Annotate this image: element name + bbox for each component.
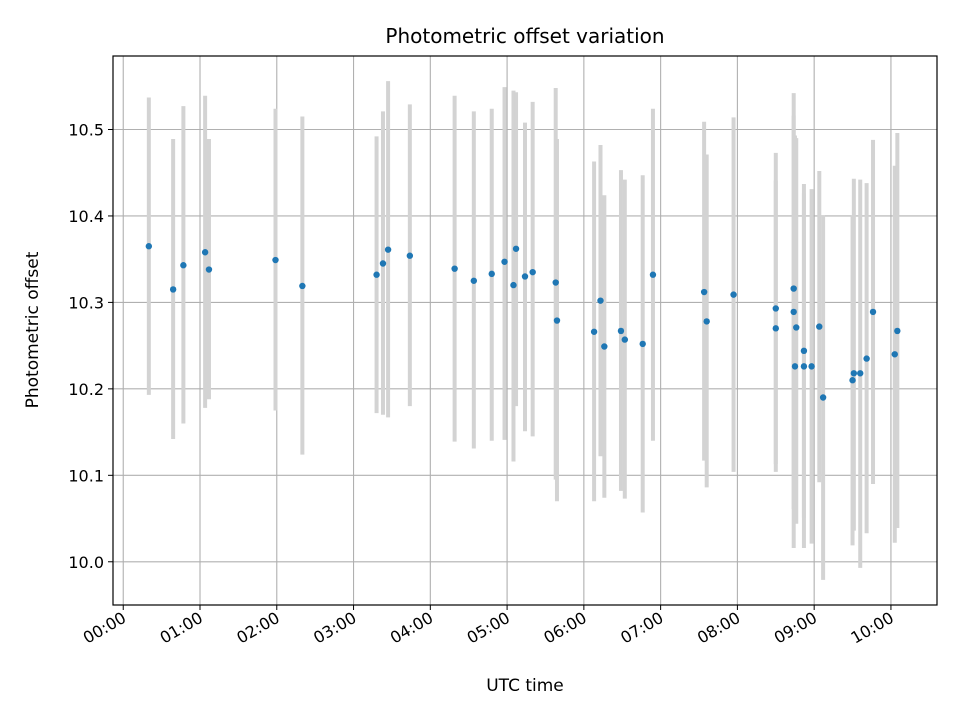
data-point: [790, 308, 797, 316]
y-axis: 10.0 10.1 10.2 10.3 10.4 10.5: [68, 120, 113, 572]
y-tick-label: 10.2: [68, 380, 104, 399]
plot-frame: [112, 55, 938, 606]
data-point: [553, 317, 561, 324]
data-point: [621, 336, 629, 343]
data-point: [379, 260, 387, 267]
data-point: [816, 323, 823, 330]
data-point: [384, 246, 392, 253]
y-tick-label: 10.4: [68, 207, 104, 226]
data-point: [552, 279, 559, 286]
x-axis-title: UTC time: [486, 676, 564, 696]
data-point: [808, 363, 815, 370]
data-point: [406, 252, 414, 259]
data-point: [857, 370, 864, 377]
y-tick-label: 10.1: [68, 466, 104, 485]
y-tick-label: 10.0: [68, 553, 104, 572]
data-point: [863, 355, 870, 362]
data-point: [849, 377, 856, 384]
data-point: [869, 308, 877, 316]
data-point: [299, 282, 306, 290]
data-point: [730, 291, 737, 298]
data-point: [501, 258, 508, 265]
y-tick-label: 10.3: [68, 293, 104, 312]
data-point: [703, 318, 710, 325]
y-axis-title: Photometric offset: [23, 251, 43, 408]
data-point: [791, 363, 799, 370]
data-point: [521, 273, 529, 280]
data-point: [772, 305, 779, 312]
y-tick-label: 10.5: [68, 120, 104, 139]
data-point: [850, 370, 858, 377]
data-point: [700, 288, 708, 296]
data-point: [894, 327, 901, 335]
data-point: [772, 325, 779, 332]
data-point: [145, 243, 153, 250]
data-point: [800, 363, 808, 370]
data-point: [597, 297, 604, 304]
data-points: [145, 243, 901, 401]
data-point: [800, 347, 808, 355]
data-point: [470, 277, 478, 284]
data-point: [617, 327, 625, 335]
data-point: [180, 262, 187, 269]
data-point: [649, 271, 657, 278]
data-point: [373, 271, 380, 278]
data-point: [272, 256, 279, 264]
chart-title: Photometric offset variation: [385, 24, 664, 48]
data-point: [639, 340, 646, 348]
data-point: [205, 266, 213, 273]
data-point: [601, 343, 608, 350]
data-point: [201, 249, 209, 256]
data-point: [169, 286, 177, 293]
data-point: [793, 324, 800, 331]
data-point: [790, 285, 797, 292]
data-point: [590, 328, 598, 335]
data-point: [529, 268, 536, 276]
data-point: [488, 270, 495, 278]
data-point: [512, 245, 520, 252]
data-point: [451, 265, 458, 272]
data-point: [819, 394, 827, 401]
data-point: [891, 351, 898, 358]
data-point: [510, 281, 517, 289]
